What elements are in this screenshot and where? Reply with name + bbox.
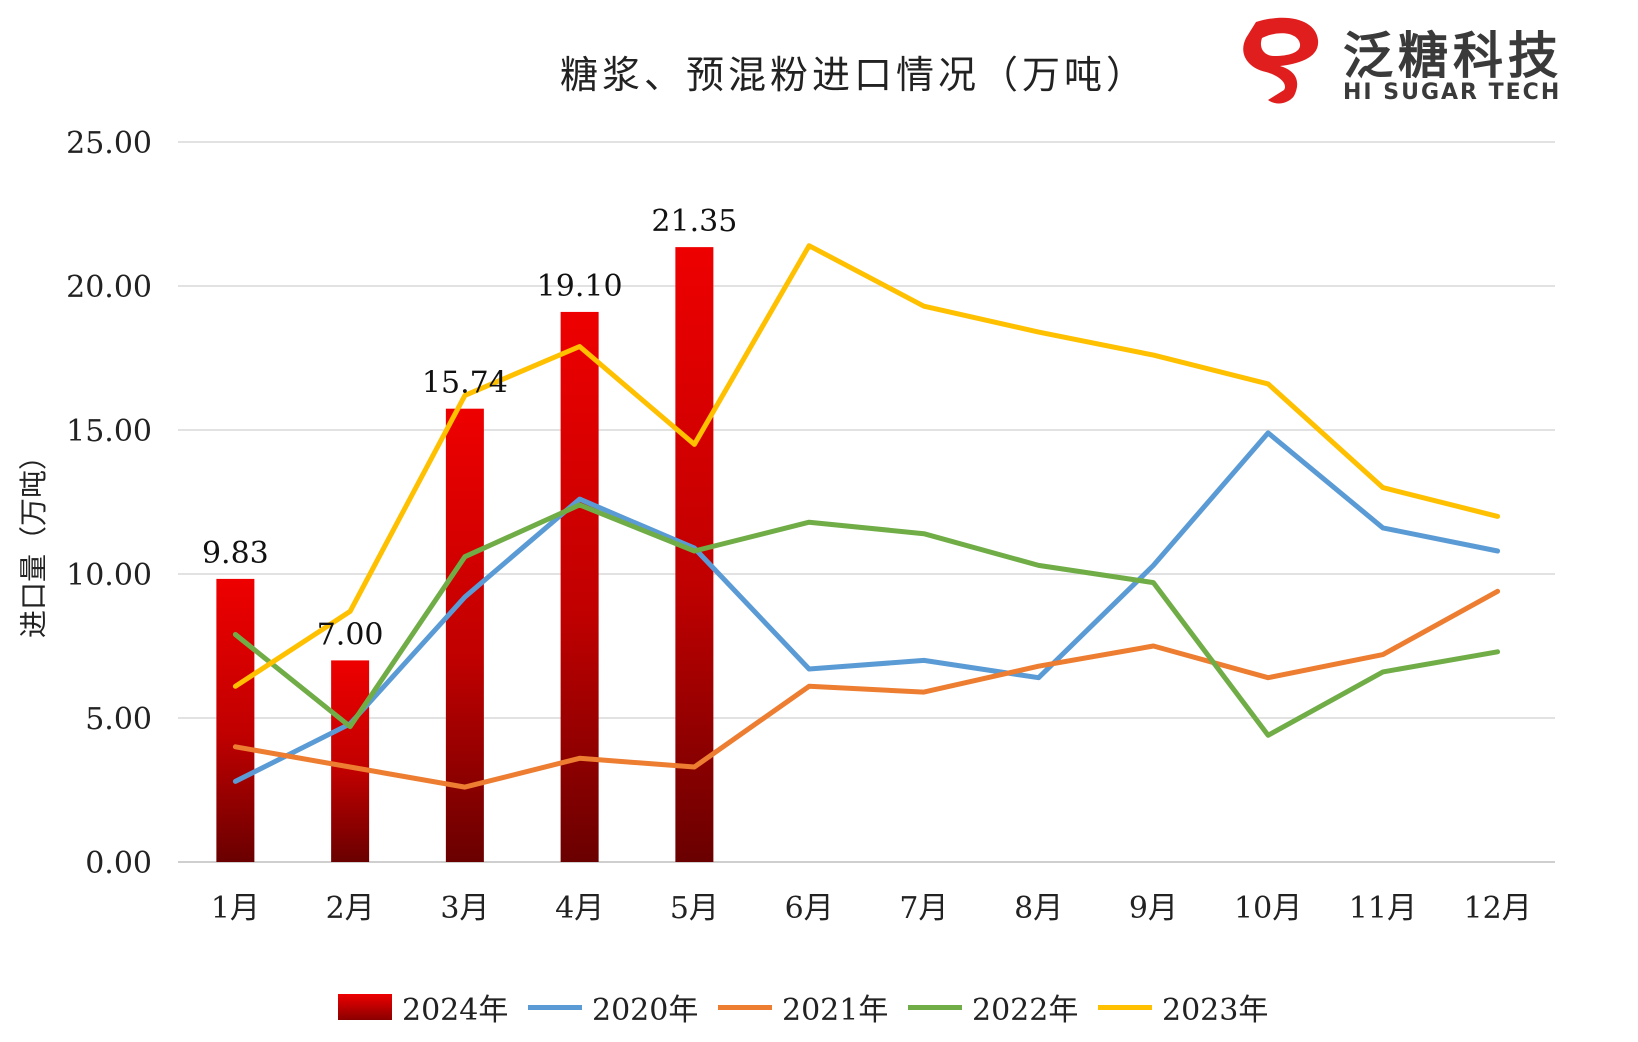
x-tick-label: 3月 xyxy=(440,891,489,926)
legend-item-2023: 2023年 xyxy=(1098,985,1268,1029)
series-line-2021年 xyxy=(232,588,1501,790)
y-tick-label: 5.00 xyxy=(85,702,152,737)
legend-swatch-2022 xyxy=(908,1004,962,1010)
chart-title: 糖浆、预混粉进口情况（万吨） xyxy=(560,53,1149,97)
legend-item-2022: 2022年 xyxy=(908,985,1078,1029)
legend-label-2023: 2023年 xyxy=(1162,993,1269,1028)
legend-swatch-2021 xyxy=(718,1004,772,1010)
x-tick-label: 5月 xyxy=(670,891,719,926)
x-tick-label: 8月 xyxy=(1014,891,1063,926)
bar-2024 xyxy=(560,311,599,862)
bar-data-label: 7.00 xyxy=(317,617,384,652)
bar-data-label: 15.74 xyxy=(422,366,508,401)
series-line-2022年 xyxy=(232,502,1501,738)
legend-item-2024: 2024年 xyxy=(338,985,508,1029)
x-tick-label: 12月 xyxy=(1464,891,1532,926)
y-tick-label: 10.00 xyxy=(66,558,152,593)
x-tick-label: 11月 xyxy=(1349,891,1417,926)
bar-2024 xyxy=(331,660,370,862)
legend-swatch-2023 xyxy=(1098,1004,1152,1010)
x-tick-label: 4月 xyxy=(555,891,604,926)
y-tick-label: 0.00 xyxy=(85,846,152,881)
logo-text-en: HI SUGAR TECH xyxy=(1343,80,1562,105)
bar-2024 xyxy=(445,408,484,862)
series-line-2020年 xyxy=(232,430,1501,784)
logo-text-cn: 泛糖科技 xyxy=(1343,27,1563,85)
legend-item-2021: 2021年 xyxy=(718,985,888,1029)
y-tick-label: 20.00 xyxy=(66,270,152,305)
bar-data-label: 21.35 xyxy=(651,204,737,239)
bar-data-label: 19.10 xyxy=(537,269,623,304)
x-tick-label: 2月 xyxy=(326,891,375,926)
y-tick-label: 15.00 xyxy=(66,414,152,449)
legend-label-2024: 2024年 xyxy=(402,993,509,1028)
series-line-2023年 xyxy=(232,243,1501,689)
bar-2024 xyxy=(216,578,255,862)
x-tick-label: 7月 xyxy=(899,891,948,926)
x-tick-label: 10月 xyxy=(1234,891,1302,926)
bar-2024 xyxy=(675,247,714,862)
y-tick-label: 25.00 xyxy=(66,126,152,161)
legend-label-2021: 2021年 xyxy=(782,993,889,1028)
legend-swatch-2020 xyxy=(528,1004,582,1010)
x-tick-label: 1月 xyxy=(211,891,260,926)
chart-legend: 2024年 2020年 2021年 2022年 2023年 xyxy=(0,985,1638,1029)
legend-swatch-2024 xyxy=(338,994,392,1020)
x-tick-label: 9月 xyxy=(1129,891,1178,926)
hi-sugar-logo-icon xyxy=(1243,17,1319,104)
x-tick-label: 6月 xyxy=(785,891,834,926)
legend-label-2020: 2020年 xyxy=(592,993,699,1028)
legend-label-2022: 2022年 xyxy=(972,993,1079,1028)
brand-logo: 泛糖科技 HI SUGAR TECH xyxy=(1228,10,1628,110)
bar-data-label: 9.83 xyxy=(202,536,269,571)
legend-item-2020: 2020年 xyxy=(528,985,698,1029)
